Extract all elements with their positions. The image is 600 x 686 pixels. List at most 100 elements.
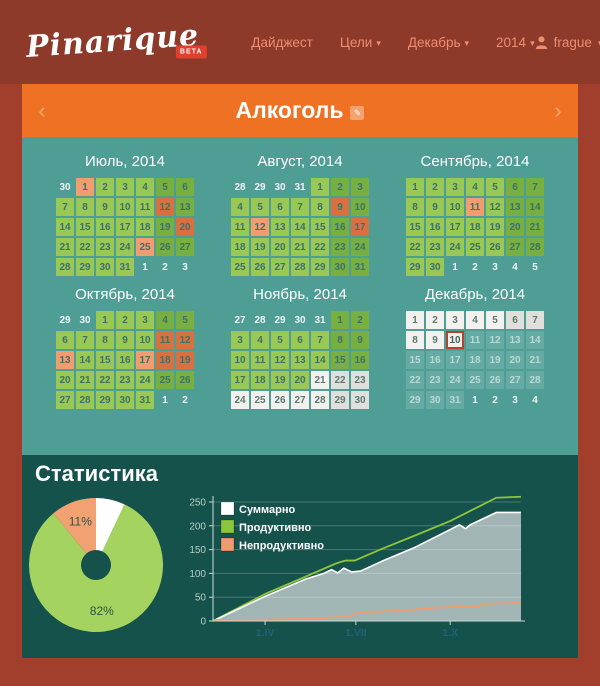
calendar-day[interactable]: 25 [156,371,174,389]
calendar-day[interactable]: 27 [56,391,74,409]
calendar-day[interactable]: 22 [311,238,329,256]
calendar-day[interactable]: 20 [176,218,194,236]
calendar-day[interactable]: 24 [446,371,464,389]
prev-goal-arrow[interactable]: ‹ [38,97,46,123]
calendar-day[interactable]: 30 [96,258,114,276]
calendar-day[interactable]: 6 [506,311,524,329]
calendar-day[interactable]: 24 [446,238,464,256]
calendar-day[interactable]: 12 [271,351,289,369]
calendar-day[interactable]: 18 [251,371,269,389]
calendar-day[interactable]: 15 [76,218,94,236]
calendar-day[interactable]: 25 [466,371,484,389]
calendar-day[interactable]: 12 [251,218,269,236]
calendar-day[interactable]: 19 [486,218,504,236]
calendar-day[interactable]: 18 [156,351,174,369]
calendar-day[interactable]: 19 [271,371,289,389]
calendar-day[interactable]: 26 [251,258,269,276]
calendar-day[interactable]: 13 [56,351,74,369]
calendar-day[interactable]: 21 [56,238,74,256]
edit-goal-icon[interactable]: ✎ [350,106,365,120]
calendar-day[interactable]: 10 [351,198,369,216]
calendar-day[interactable]: 16 [96,218,114,236]
calendar-day[interactable]: 16 [426,351,444,369]
calendar-day[interactable]: 18 [231,238,249,256]
calendar-day[interactable]: 23 [331,238,349,256]
calendar-day[interactable]: 18 [466,351,484,369]
calendar-day[interactable]: 30 [351,391,369,409]
calendar-day[interactable]: 10 [136,331,154,349]
calendar-day[interactable]: 13 [506,331,524,349]
calendar-day[interactable]: 8 [96,331,114,349]
calendar-day[interactable]: 14 [526,331,544,349]
calendar-day[interactable]: 27 [271,258,289,276]
calendar-day[interactable]: 11 [231,218,249,236]
calendar-day[interactable]: 28 [76,391,94,409]
calendar-day[interactable]: 5 [486,311,504,329]
calendar-day[interactable]: 27 [291,391,309,409]
calendar-day[interactable]: 24 [351,238,369,256]
calendar-day[interactable]: 9 [351,331,369,349]
calendar-day[interactable]: 1 [76,178,94,196]
calendar-day[interactable]: 1 [311,178,329,196]
calendar-day[interactable]: 20 [506,351,524,369]
calendar-day[interactable]: 3 [446,178,464,196]
calendar-day[interactable]: 23 [96,238,114,256]
calendar-day[interactable]: 19 [176,351,194,369]
calendar-day[interactable]: 8 [406,198,424,216]
calendar-day[interactable]: 29 [331,391,349,409]
calendar-day[interactable]: 27 [506,371,524,389]
calendar-day[interactable]: 26 [486,371,504,389]
calendar-day[interactable]: 30 [426,391,444,409]
calendar-day[interactable]: 1 [406,311,424,329]
calendar-day[interactable]: 22 [406,371,424,389]
calendar-day[interactable]: 10 [446,198,464,216]
calendar-day[interactable]: 7 [56,198,74,216]
calendar-day[interactable]: 12 [176,331,194,349]
calendar-day[interactable]: 12 [486,198,504,216]
calendar-day[interactable]: 21 [526,351,544,369]
calendar-day[interactable]: 2 [116,311,134,329]
calendar-day[interactable]: 14 [56,218,74,236]
calendar-day[interactable]: 2 [426,178,444,196]
nav-item-digest[interactable]: Дайджест [251,35,313,50]
calendar-day[interactable]: 17 [231,371,249,389]
calendar-day[interactable]: 28 [291,258,309,276]
calendar-day[interactable]: 29 [76,258,94,276]
calendar-day[interactable]: 29 [311,258,329,276]
calendar-day[interactable]: 14 [76,351,94,369]
calendar-day[interactable]: 6 [176,178,194,196]
calendar-day[interactable]: 23 [426,238,444,256]
calendar-day[interactable]: 22 [76,238,94,256]
calendar-day[interactable]: 4 [466,178,484,196]
calendar-day[interactable]: 31 [351,258,369,276]
calendar-day[interactable]: 16 [426,218,444,236]
calendar-day[interactable]: 25 [251,391,269,409]
calendar-day[interactable]: 6 [271,198,289,216]
calendar-day[interactable]: 23 [116,371,134,389]
calendar-day[interactable]: 29 [406,391,424,409]
calendar-day[interactable]: 3 [446,311,464,329]
calendar-day[interactable]: 15 [406,218,424,236]
user-menu[interactable]: frague ▾ [535,35,600,50]
calendar-day[interactable]: 19 [156,218,174,236]
calendar-day[interactable]: 3 [351,178,369,196]
calendar-day[interactable]: 14 [311,351,329,369]
calendar-day[interactable]: 11 [156,331,174,349]
calendar-day[interactable]: 9 [116,331,134,349]
calendar-day[interactable]: 15 [406,351,424,369]
calendar-day[interactable]: 3 [136,311,154,329]
calendar-day[interactable]: 14 [291,218,309,236]
calendar-day[interactable]: 15 [311,218,329,236]
calendar-day[interactable]: 9 [96,198,114,216]
calendar-day[interactable]: 17 [136,351,154,369]
calendar-day[interactable]: 3 [116,178,134,196]
calendar-day[interactable]: 7 [526,178,544,196]
calendar-day[interactable]: 7 [311,331,329,349]
calendar-day[interactable]: 26 [176,371,194,389]
calendar-day[interactable]: 8 [331,331,349,349]
calendar-day[interactable]: 6 [506,178,524,196]
calendar-day[interactable]: 30 [331,258,349,276]
calendar-day[interactable]: 7 [291,198,309,216]
calendar-day[interactable]: 20 [271,238,289,256]
calendar-day[interactable]: 11 [466,331,484,349]
